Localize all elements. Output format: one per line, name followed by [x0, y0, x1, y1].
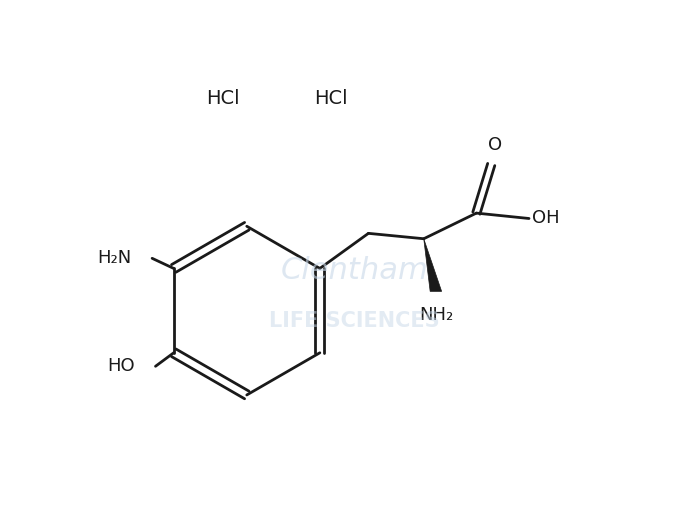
Text: HCl: HCl	[206, 88, 240, 108]
Text: OH: OH	[532, 210, 560, 227]
Text: HO: HO	[108, 357, 135, 375]
Polygon shape	[424, 239, 442, 291]
Text: LIFE SCIENCES: LIFE SCIENCES	[269, 311, 440, 331]
Text: H₂N: H₂N	[97, 249, 132, 267]
Text: NH₂: NH₂	[419, 306, 453, 324]
Text: Clentham: Clentham	[281, 256, 429, 284]
Text: O: O	[487, 136, 502, 154]
Text: HCl: HCl	[315, 88, 348, 108]
